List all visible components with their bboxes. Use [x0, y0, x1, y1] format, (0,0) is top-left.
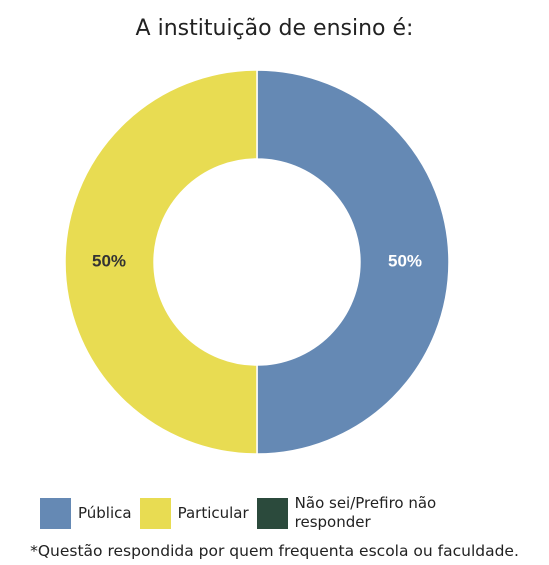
- legend-label: Particular: [177, 503, 249, 522]
- legend-swatch: [256, 497, 288, 529]
- donut-slice: [64, 69, 258, 455]
- legend-swatch: [139, 497, 171, 529]
- donut-slice: [256, 69, 450, 455]
- data-label: 50%: [388, 251, 422, 270]
- footnote: *Questão respondida por quem frequenta e…: [30, 542, 519, 560]
- chart-title: A instituição de ensino é:: [135, 16, 414, 41]
- legend-label: Pública: [78, 503, 132, 522]
- legend-label: Não sei/Prefiro não responder: [294, 494, 437, 531]
- legend-item: Particular: [139, 497, 249, 529]
- legend-item: Pública: [40, 497, 132, 529]
- legend: Pública Particular Não sei/Prefiro não res…: [40, 494, 483, 532]
- legend-swatch: [40, 497, 71, 529]
- chart: 50% 50%: [64, 69, 450, 455]
- legend-item: Não sei/Prefiro não responder: [256, 494, 475, 532]
- data-label: 50%: [92, 251, 126, 270]
